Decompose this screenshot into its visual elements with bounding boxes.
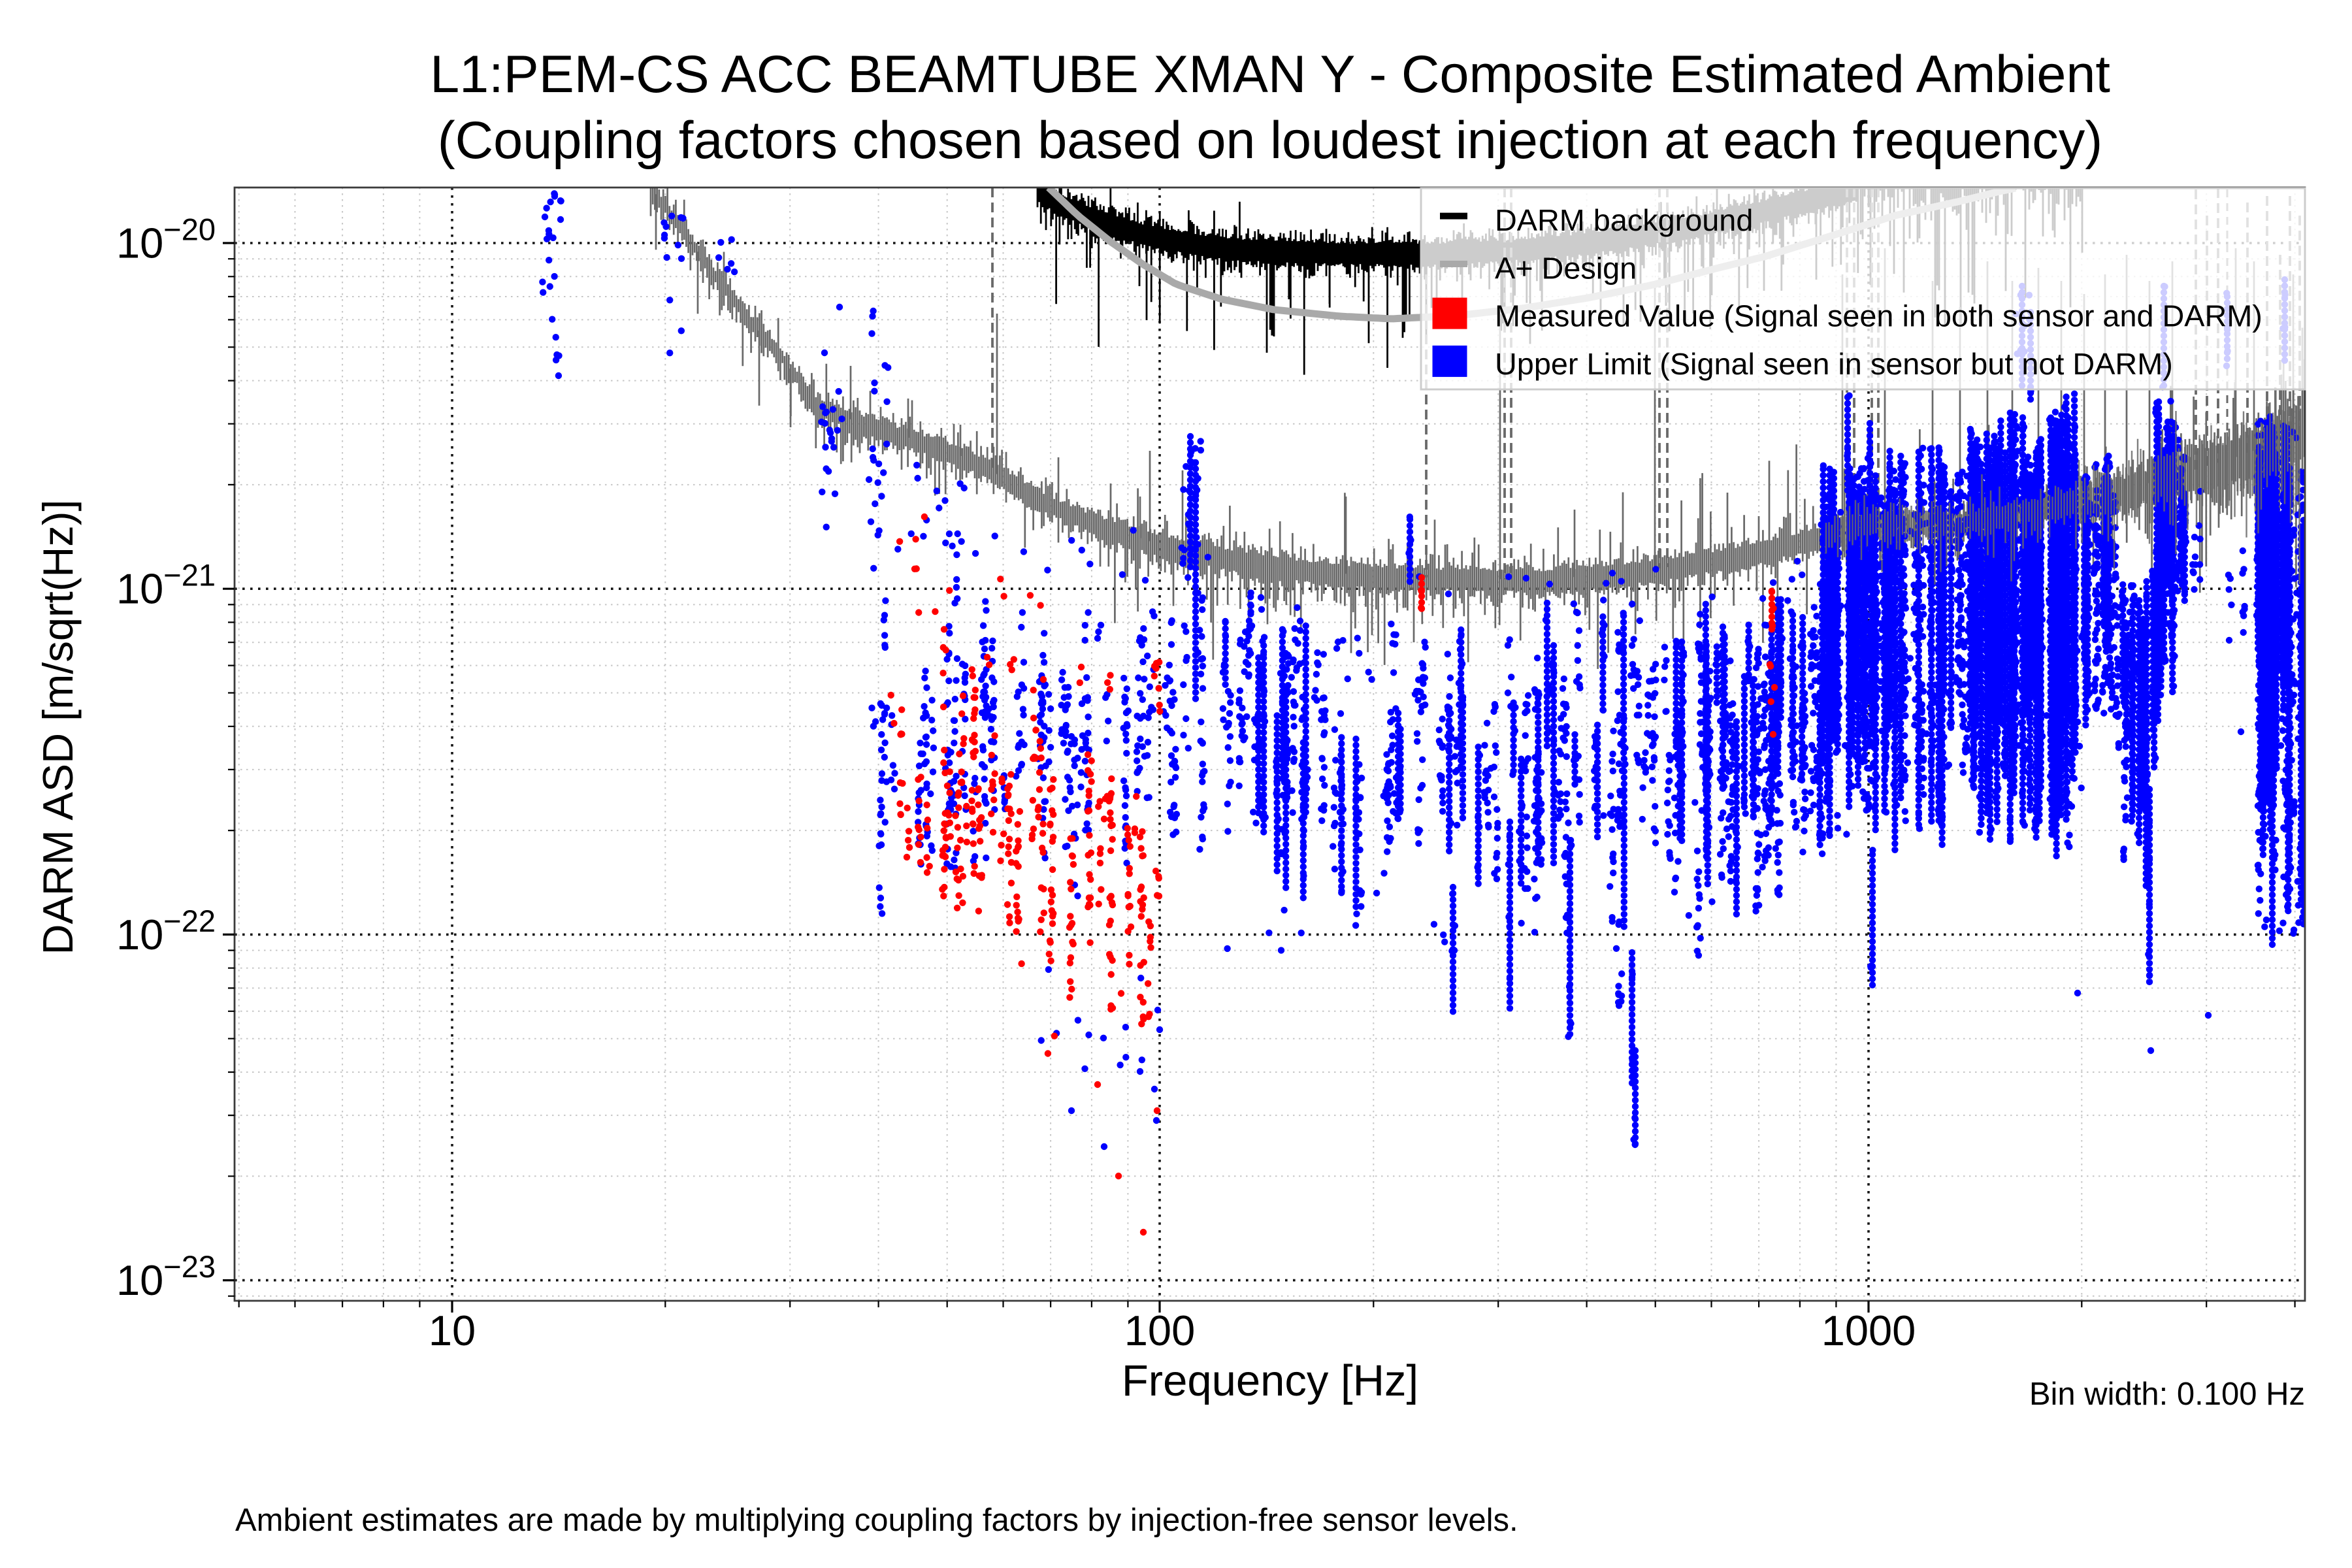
svg-text:Measured Value (Signal seen in: Measured Value (Signal seen in both sens… [1495,299,2262,333]
svg-text:1000: 1000 [1821,1307,1916,1354]
svg-text:100: 100 [1124,1307,1195,1354]
svg-text:DARM background: DARM background [1495,203,1753,237]
svg-text:A+ Design: A+ Design [1495,251,1637,285]
svg-text:Bin width: 0.100 Hz: Bin width: 0.100 Hz [2029,1377,2305,1412]
svg-text:L1:PEM-CS ACC BEAMTUBE XMAN Y: L1:PEM-CS ACC BEAMTUBE XMAN Y - Composit… [430,45,2110,104]
svg-text:Upper Limit (Signal seen in se: Upper Limit (Signal seen in sensor but n… [1495,347,2173,381]
svg-text:Ambient estimates are made by: Ambient estimates are made by multiplyin… [235,1503,1518,1538]
svg-text:10: 10 [429,1307,476,1354]
svg-text:DARM ASD [m/sqrt(Hz)]: DARM ASD [m/sqrt(Hz)] [34,500,82,955]
svg-text:(Coupling factors chosen based: (Coupling factors chosen based on loudes… [438,111,2103,170]
svg-text:Frequency [Hz]: Frequency [Hz] [1122,1356,1418,1405]
